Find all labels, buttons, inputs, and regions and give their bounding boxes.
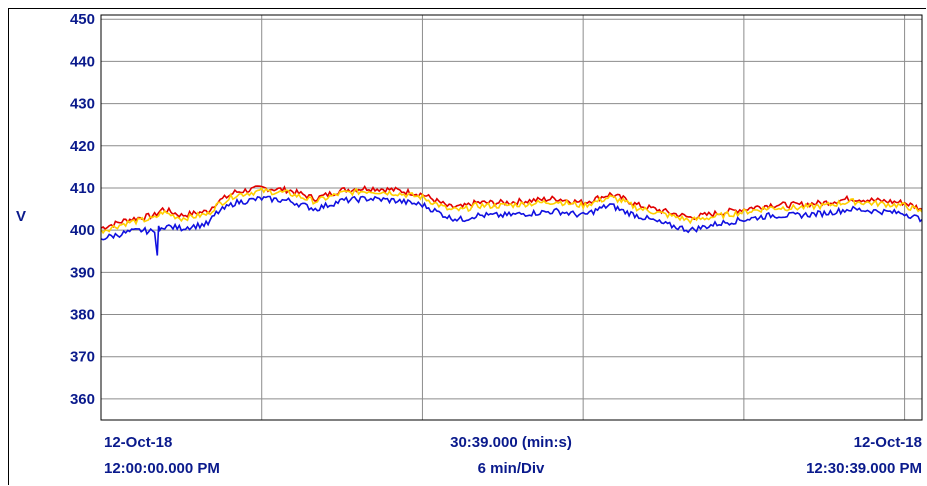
series-line <box>100 185 923 231</box>
y-tick-label: 450 <box>70 11 95 28</box>
series-lines <box>100 185 923 256</box>
series-line <box>100 187 923 235</box>
grid-lines <box>101 15 922 420</box>
chart-frame <box>8 8 926 485</box>
footer-start-date: 12-Oct-18 <box>104 434 172 451</box>
y-tick-label: 360 <box>70 391 95 408</box>
series-line <box>100 195 923 256</box>
footer-start-time: 12:00:00.000 PM <box>104 460 220 477</box>
plot-area <box>101 15 922 420</box>
y-tick-label: 440 <box>70 53 95 70</box>
y-tick-label: 370 <box>70 349 95 366</box>
footer-span: 30:39.000 (min:s) <box>450 434 572 451</box>
y-tick-label: 380 <box>70 307 95 324</box>
footer-scale: 6 min/Div <box>478 460 545 477</box>
y-tick-label: 390 <box>70 264 95 281</box>
y-tick-label: 430 <box>70 96 95 113</box>
y-tick-label: 400 <box>70 222 95 239</box>
y-tick-label: 410 <box>70 180 95 197</box>
footer-end-date: 12-Oct-18 <box>854 434 922 451</box>
plot-border <box>100 14 923 421</box>
footer-end-time: 12:30:39.000 PM <box>806 460 922 477</box>
y-tick-labels: 360 370 380 390 400 410 420 430 440 450 <box>70 11 95 408</box>
y-axis-label: V <box>16 208 26 225</box>
y-tick-label: 420 <box>70 138 95 155</box>
